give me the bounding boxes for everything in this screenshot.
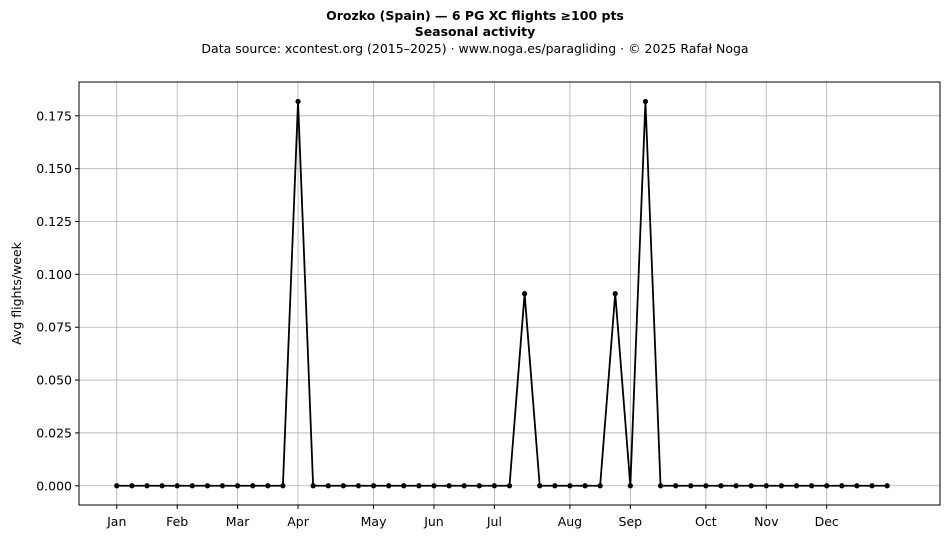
data-point — [386, 483, 392, 489]
data-point — [144, 483, 150, 489]
data-point — [340, 483, 346, 489]
data-point — [310, 483, 316, 489]
data-point — [793, 483, 800, 489]
series-line — [116, 100, 888, 487]
data-point — [733, 483, 739, 489]
data-point — [476, 483, 482, 489]
y-tick-label: 0.125 — [36, 214, 72, 229]
data-point — [688, 483, 694, 489]
grid-layer — [79, 82, 940, 505]
x-tick-label: Nov — [754, 514, 779, 529]
data-point — [582, 483, 588, 489]
data-point — [884, 483, 890, 489]
data-point — [219, 483, 226, 489]
x-tick-label: Aug — [558, 514, 582, 529]
data-point — [129, 483, 135, 489]
data-points-layer — [114, 98, 890, 489]
data-point — [642, 98, 649, 105]
data-point — [491, 483, 497, 489]
data-point — [718, 483, 724, 489]
data-point — [854, 483, 860, 489]
x-tick-label: Dec — [815, 514, 839, 529]
x-tick-label: May — [361, 514, 387, 529]
data-point — [325, 483, 331, 489]
y-tick-label: 0.000 — [36, 478, 72, 493]
data-point — [401, 483, 407, 489]
data-point — [522, 291, 528, 297]
data-point — [627, 483, 633, 489]
y-axis-label: Avg flights/week — [9, 241, 24, 345]
data-point — [355, 483, 362, 489]
x-tick-label: Apr — [287, 514, 309, 529]
data-point — [537, 483, 543, 489]
data-point — [612, 291, 618, 297]
data-point — [778, 483, 784, 489]
data-point — [204, 483, 210, 489]
x-tick-label: Jul — [486, 514, 502, 529]
data-point — [370, 483, 377, 489]
data-point — [748, 483, 754, 489]
chart-subtitle: Seasonal activity — [414, 24, 536, 39]
data-point — [235, 483, 241, 489]
y-tick-label: 0.075 — [36, 320, 72, 335]
x-tick-label: Feb — [166, 514, 188, 529]
data-point — [703, 483, 709, 489]
data-point — [265, 483, 271, 489]
chart-source-line: Data source: xcontest.org (2015–2025) · … — [201, 41, 749, 56]
y-tick-label: 0.050 — [36, 373, 72, 388]
data-point — [189, 483, 195, 489]
x-tick-label: Jun — [423, 514, 444, 529]
x-tick-label: Mar — [226, 514, 250, 529]
data-point — [431, 483, 437, 489]
x-tick-label: Jan — [106, 514, 126, 529]
data-point — [416, 483, 422, 489]
y-tick-label: 0.150 — [36, 161, 72, 176]
y-tick-label: 0.175 — [36, 108, 72, 123]
data-point — [114, 483, 120, 489]
series-line-layer — [116, 100, 888, 487]
data-point — [250, 483, 256, 489]
data-point — [461, 483, 467, 489]
data-point — [824, 483, 830, 489]
x-tick-label: Oct — [695, 514, 717, 529]
ticks-layer: 0.000 0.025 0.050 0.075 0.100 0.125 0.150 0.175… — [36, 108, 839, 529]
data-point — [597, 483, 603, 489]
data-point — [869, 483, 875, 489]
data-point — [552, 483, 558, 489]
data-point — [280, 483, 286, 489]
chart-title: Orozko (Spain) — 6 PG XC flights ≥100 pt… — [326, 8, 624, 23]
data-point — [295, 98, 301, 105]
data-point — [673, 483, 679, 489]
y-tick-label: 0.025 — [36, 425, 72, 440]
data-point — [809, 483, 815, 489]
data-point — [567, 483, 573, 489]
data-point — [174, 483, 180, 489]
data-point — [159, 483, 165, 489]
data-point — [839, 483, 845, 489]
data-point — [657, 483, 664, 489]
data-point — [763, 483, 769, 489]
x-tick-label: Sep — [619, 514, 643, 529]
data-point — [506, 483, 513, 489]
y-tick-label: 0.100 — [36, 267, 72, 282]
plot-frame — [78, 81, 941, 506]
data-point — [446, 483, 452, 489]
